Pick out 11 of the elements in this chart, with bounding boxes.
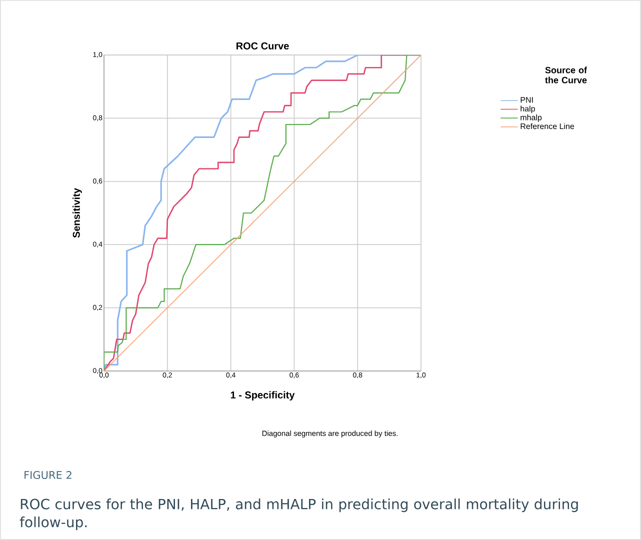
chart-title: ROC Curve	[236, 42, 289, 50]
x-axis-title: 1 - Specificity	[230, 391, 295, 400]
legend-title: Source of the Curve	[545, 66, 588, 84]
y-axis-title: Sensitivity	[72, 188, 82, 238]
line-series	[104, 54, 421, 371]
caption: FIGURE 2	[24, 471, 72, 479]
legend-label: mhalp	[520, 114, 542, 122]
legend-label: PNI	[520, 97, 533, 103]
legend-label: halp	[520, 106, 535, 114]
text: ROC curves for the PNI, HALP, and mHALP in predicting overall mortality during follow-up.	[20, 498, 578, 530]
legend-label: Reference Line	[520, 123, 574, 130]
